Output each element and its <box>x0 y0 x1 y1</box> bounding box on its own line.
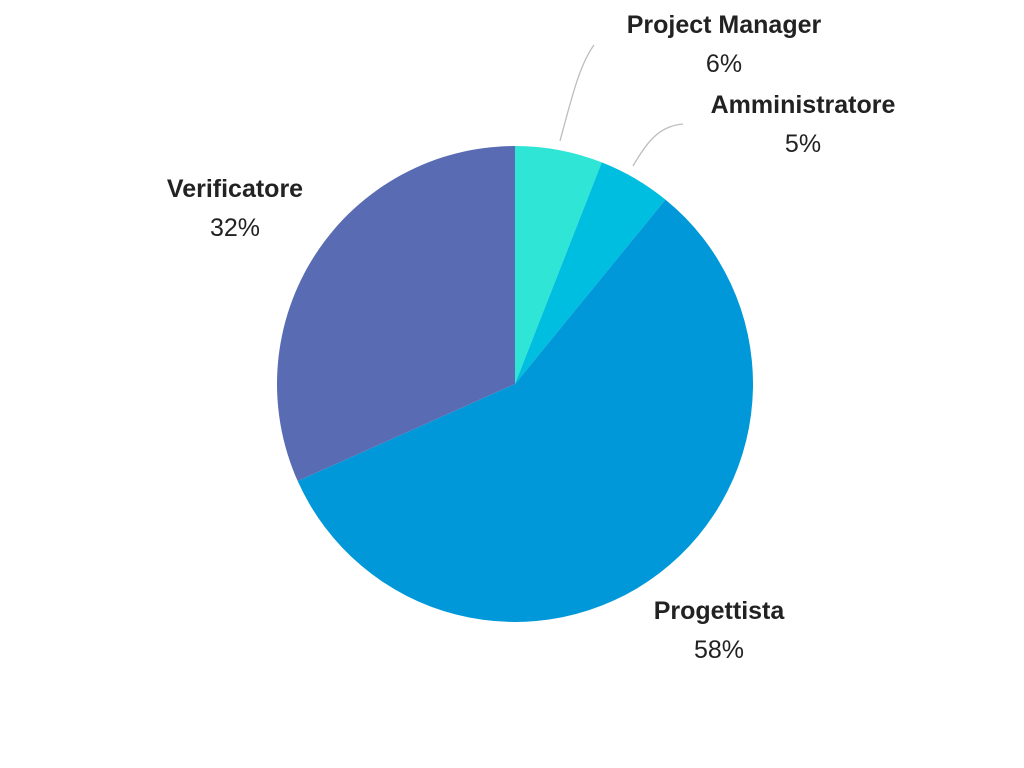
pie-slice-project-manager <box>515 146 602 384</box>
slice-labels: Project Manager 6% Amministratore 5% Pro… <box>167 11 896 664</box>
slice-label-amministratore: Amministratore <box>711 91 896 119</box>
pie-slice-amministratore <box>515 162 666 384</box>
leader-lines <box>559 44 684 167</box>
pie-slice-progettista <box>297 199 754 622</box>
leader-line-project-manager <box>559 44 595 142</box>
slice-value-progettista: 58% <box>694 636 744 664</box>
slice-value-project-manager: 6% <box>706 50 742 78</box>
slice-label-progettista: Progettista <box>654 597 786 625</box>
leader-line-amministratore <box>632 123 684 167</box>
slice-label-project-manager: Project Manager <box>627 11 822 39</box>
slice-value-verificatore: 32% <box>210 214 260 242</box>
pie-slices <box>277 146 754 622</box>
slice-value-amministratore: 5% <box>785 130 821 158</box>
slice-label-verificatore: Verificatore <box>167 175 303 203</box>
pie-slice-verificatore <box>277 146 515 482</box>
